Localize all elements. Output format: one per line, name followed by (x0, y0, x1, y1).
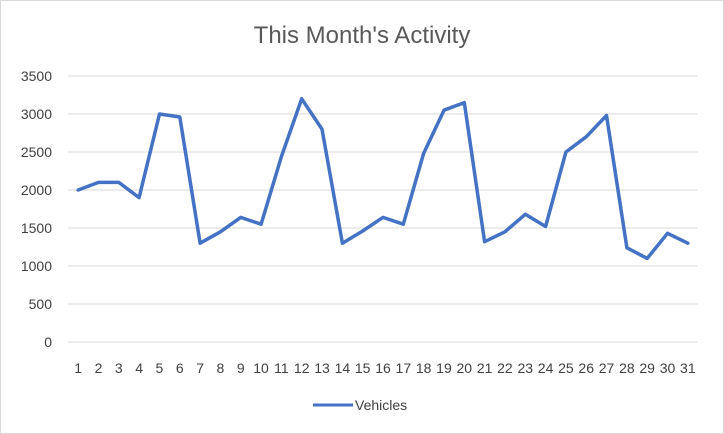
x-tick-label: 24 (538, 360, 554, 376)
data-point (300, 97, 304, 101)
data-point (137, 196, 141, 200)
data-point (239, 215, 243, 219)
gridlines (68, 75, 698, 343)
x-tick-label: 10 (253, 360, 269, 376)
series-group (76, 97, 690, 261)
x-tick-label: 9 (237, 360, 245, 376)
x-tick-label: 19 (436, 360, 452, 376)
data-point (686, 241, 690, 245)
data-point (584, 135, 588, 139)
data-point (320, 127, 324, 131)
data-point (564, 150, 568, 154)
x-tick-label: 29 (639, 360, 655, 376)
data-point (259, 222, 263, 226)
x-tick-label: 23 (517, 360, 533, 376)
x-tick-label: 31 (680, 360, 696, 376)
x-tick-label: 3 (115, 360, 123, 376)
x-tick-label: 30 (660, 360, 676, 376)
x-tick-label: 25 (558, 360, 574, 376)
y-tick-label: 0 (44, 334, 52, 350)
series-line-vehicles (76, 97, 690, 261)
x-tick-label: 21 (477, 360, 493, 376)
x-tick-label: 14 (335, 360, 351, 376)
data-point (96, 180, 100, 184)
data-point (76, 188, 80, 192)
data-point (544, 224, 548, 228)
y-axis-ticks: 0 500 1000 1500 2000 2500 3000 3500 (21, 68, 52, 350)
data-point (523, 212, 527, 216)
x-tick-label: 4 (135, 360, 143, 376)
data-point (462, 101, 466, 105)
y-tick-label: 3500 (21, 68, 52, 84)
data-point (198, 241, 202, 245)
x-tick-label: 15 (355, 360, 371, 376)
data-point (666, 231, 670, 235)
data-point (645, 256, 649, 260)
x-tick-label: 11 (274, 360, 289, 376)
data-point (625, 246, 629, 250)
x-tick-label: 8 (217, 360, 225, 376)
x-tick-label: 18 (416, 360, 432, 376)
legend-label-vehicles: Vehicles (355, 397, 407, 413)
y-tick-label: 2000 (21, 182, 52, 198)
y-tick-label: 2500 (21, 144, 52, 160)
data-point (503, 230, 507, 234)
x-tick-label: 1 (74, 360, 82, 376)
x-tick-label: 27 (599, 360, 615, 376)
chart-title: This Month's Activity (254, 22, 471, 49)
data-point (178, 115, 182, 119)
x-tick-label: 28 (619, 360, 635, 376)
x-tick-label: 16 (375, 360, 391, 376)
data-point (117, 180, 121, 184)
y-tick-label: 1500 (21, 220, 52, 236)
y-tick-label: 500 (29, 296, 53, 312)
x-tick-label: 12 (294, 360, 310, 376)
y-tick-label: 3000 (21, 106, 52, 122)
y-tick-label: 1000 (21, 258, 52, 274)
x-tick-label: 6 (176, 360, 184, 376)
x-tick-label: 2 (95, 360, 103, 376)
data-point (483, 240, 487, 244)
data-point (218, 230, 222, 234)
x-tick-label: 22 (497, 360, 513, 376)
data-point (279, 155, 283, 159)
data-point (361, 229, 365, 233)
legend: Vehicles (313, 397, 407, 413)
x-tick-label: 13 (314, 360, 330, 376)
x-tick-label: 20 (457, 360, 473, 376)
x-tick-label: 7 (196, 360, 204, 376)
data-point (401, 222, 405, 226)
x-tick-label: 26 (578, 360, 594, 376)
data-point (340, 241, 344, 245)
data-point (442, 108, 446, 112)
data-point (422, 152, 426, 156)
x-tick-label: 17 (396, 360, 412, 376)
x-axis-ticks: 1 2 3 4 5 6 7 8 9 10 11 12 13 14 15 16 17 18 19 20 21 22 23 24 2… (74, 360, 696, 376)
data-point (381, 215, 385, 219)
data-point (605, 114, 609, 118)
x-tick-label: 5 (156, 360, 164, 376)
data-point (157, 112, 161, 116)
